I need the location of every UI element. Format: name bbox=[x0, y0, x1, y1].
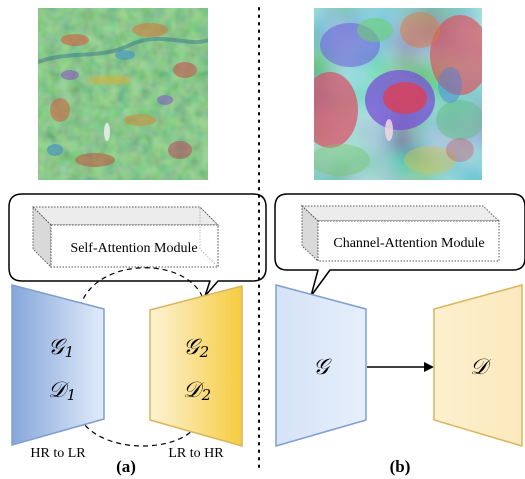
self-attention-heatmap bbox=[38, 8, 208, 180]
hr-to-lr-label: HR to LR bbox=[30, 446, 86, 461]
caption-a: (a) bbox=[116, 457, 136, 476]
discriminator-1-label: 𝒟1 bbox=[48, 378, 76, 404]
discriminator-network: 𝒟 bbox=[433, 284, 523, 448]
panel-a: Self-Attention Module 𝒢1 𝒟1 𝒢2 𝒟2 bbox=[8, 8, 267, 476]
generator-to-discriminator-arrow bbox=[367, 362, 434, 372]
lr-to-hr-network: 𝒢2 𝒟2 bbox=[149, 285, 243, 447]
self-attention-module-box: Self-Attention Module bbox=[31, 205, 220, 269]
discriminator-label: 𝒟 bbox=[470, 355, 492, 380]
discriminator-2-label: 𝒟2 bbox=[183, 378, 211, 404]
generator-2-label: 𝒢2 bbox=[183, 335, 209, 361]
channel-attention-bubble: Channel-Attention Module bbox=[274, 193, 525, 297]
channel-attention-heatmap bbox=[314, 8, 482, 180]
generator-1-label: 𝒢1 bbox=[48, 335, 74, 361]
panel-b: Channel-Attention Module 𝒢 𝒟 (b) bbox=[274, 8, 525, 476]
generator-label: 𝒢 bbox=[313, 355, 332, 380]
generator-network: 𝒢 bbox=[275, 284, 367, 447]
channel-attention-module-box: Channel-Attention Module bbox=[300, 204, 501, 263]
hr-to-lr-network: 𝒢1 𝒟1 bbox=[11, 284, 105, 446]
self-attention-bubble: Self-Attention Module bbox=[8, 193, 267, 297]
caption-b: (b) bbox=[390, 457, 411, 476]
self-attention-module-label: Self-Attention Module bbox=[70, 241, 197, 256]
cycle-arc-top bbox=[79, 267, 206, 308]
lr-to-hr-label: LR to HR bbox=[168, 446, 224, 461]
channel-attention-module-label: Channel-Attention Module bbox=[333, 236, 484, 251]
